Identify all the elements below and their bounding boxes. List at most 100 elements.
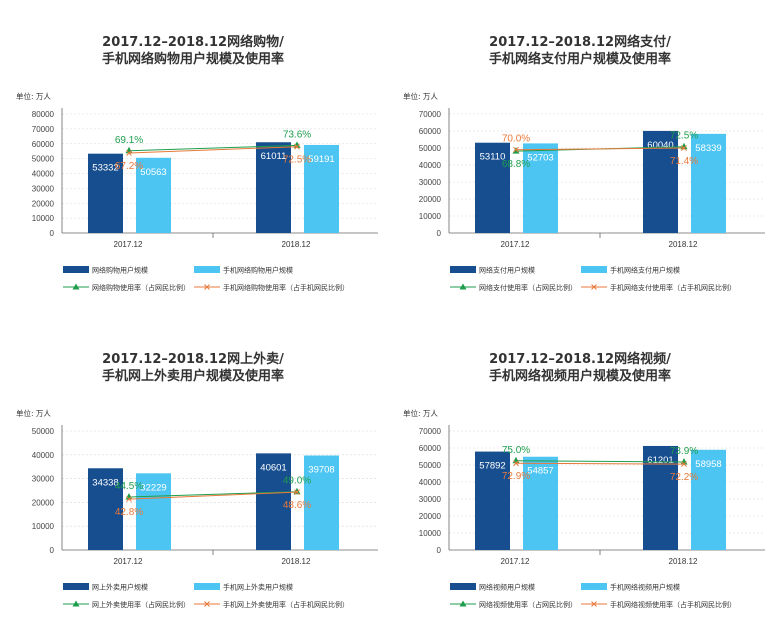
bar-value-label: 39708 (308, 464, 334, 475)
rate-line (128, 491, 298, 498)
legend-cross-marker (591, 601, 597, 607)
legend-swatch (63, 583, 89, 590)
bar-value-label: 53110 (480, 152, 506, 163)
legend-swatch (581, 266, 607, 273)
x-tick-label: 2018.12 (282, 240, 311, 249)
chart-panel-online-payment: 2017.12–2018.12网络支付/手机网络支付用户规模及使用率 单位: 万人… (387, 0, 774, 317)
chart-title-line1: 2017.12–2018.12网上外卖/ (102, 351, 284, 367)
bar-value-label: 34338 (92, 477, 118, 488)
legend-swatch (450, 266, 476, 273)
rate-value-label: 69.1% (115, 135, 143, 146)
y-tick-label: 30000 (32, 184, 55, 193)
legend-label: 网络支付用户规模 (479, 266, 535, 275)
chart-title-line2: 手机网络支付用户规模及使用率 (489, 51, 671, 67)
legend-triangle-marker (72, 283, 80, 290)
bar-value-label: 59191 (308, 154, 334, 165)
bar-value-label: 50563 (140, 167, 166, 178)
rate-value-label: 72.5% (283, 155, 311, 166)
rate-marker-cross (513, 146, 519, 153)
y-tick-label: 20000 (32, 199, 55, 208)
rate-value-label: 49.0% (283, 476, 311, 487)
bar (256, 453, 291, 550)
legend-swatch (194, 266, 220, 273)
bar (304, 144, 339, 233)
chart-title-line2: 手机网络视频用户规模及使用率 (489, 368, 671, 384)
chart-title-line1: 2017.12–2018.12网络视频/ (489, 351, 671, 367)
bar (523, 143, 558, 233)
rate-value-label: 68.8% (502, 159, 530, 170)
y-tick-label: 50000 (419, 461, 442, 470)
chart-title-line1: 2017.12–2018.12网络购物/ (102, 34, 284, 50)
rate-marker-cross (681, 145, 687, 151)
rate-marker-cross (126, 150, 132, 156)
legend-label: 手机网络视频用户规模 (610, 583, 680, 592)
bar (523, 456, 558, 550)
rate-value-label: 67.2% (115, 161, 143, 172)
bar-value-label: 58958 (695, 459, 721, 470)
y-tick-label: 0 (437, 229, 442, 238)
rate-marker-triangle (293, 487, 301, 495)
legend-label: 网上外卖用户规模 (92, 583, 148, 592)
rate-value-label: 72.5% (670, 131, 698, 142)
bar (88, 468, 123, 550)
x-tick-label: 2017.12 (501, 557, 530, 566)
y-tick-label: 20000 (419, 195, 442, 204)
legend-swatch (194, 583, 220, 590)
rate-marker-triangle (512, 456, 520, 464)
bar (136, 157, 171, 233)
legend-label: 手机网络购物使用率（占手机网民比例） (223, 283, 349, 292)
legend-label: 手机网络视频使用率（占手机网民比例） (610, 600, 736, 609)
chart-panel-online-shopping: 2017.12–2018.12网络购物/手机网络购物用户规模及使用率单位: 万人… (0, 0, 387, 317)
x-tick-label: 2017.12 (114, 557, 143, 566)
y-tick-label: 40000 (32, 451, 55, 460)
y-tick-label: 10000 (419, 212, 442, 221)
y-tick-label: 0 (50, 229, 55, 238)
bar (475, 451, 510, 550)
rate-value-label: 75.0% (502, 445, 530, 456)
bar-value-label: 53332 (92, 163, 118, 174)
legend-cross-marker (204, 284, 210, 290)
x-tick-label: 2018.12 (282, 557, 311, 566)
y-tick-label: 30000 (419, 495, 442, 504)
y-tick-label: 50000 (419, 144, 442, 153)
rate-value-label: 72.2% (670, 472, 698, 483)
legend-cross-marker (591, 284, 597, 290)
bar-value-label: 40601 (260, 462, 286, 473)
y-tick-label: 50000 (32, 427, 55, 436)
legend-triangle-marker (459, 600, 467, 607)
chart-panel-online-video: 2017.12–2018.12网络视频/手机网络视频用户规模及使用率 单位: 万人… (387, 317, 774, 634)
legend-label: 网络视频用户规模 (479, 583, 535, 592)
chart-title-line2: 手机网络购物用户规模及使用率 (102, 51, 284, 67)
y-tick-label: 20000 (419, 512, 442, 521)
legend-triangle-marker (459, 283, 467, 290)
legend-label: 手机网络支付用户规模 (610, 266, 680, 275)
bar (304, 455, 339, 550)
y-tick-label: 30000 (32, 475, 55, 484)
x-tick-label: 2017.12 (114, 240, 143, 249)
bar-value-label: 57892 (479, 461, 505, 472)
y-tick-label: 10000 (32, 214, 55, 223)
unit-label: 单位: 万人 (16, 91, 51, 101)
bar (643, 445, 678, 550)
legend-label: 手机网络购物用户规模 (223, 266, 293, 275)
legend-swatch (581, 583, 607, 590)
rate-value-label: 72.9% (502, 471, 530, 482)
bar (691, 133, 726, 233)
y-tick-label: 60000 (419, 127, 442, 136)
rate-marker-triangle (125, 146, 133, 154)
bar-value-label: 60040 (647, 140, 673, 151)
bar (88, 153, 123, 233)
legend-label: 手机网上外卖用户规模 (223, 583, 293, 592)
y-tick-label: 0 (437, 546, 442, 555)
y-tick-label: 0 (50, 546, 55, 555)
rate-value-label: 70.0% (502, 134, 530, 145)
y-tick-label: 40000 (419, 478, 442, 487)
y-tick-label: 70000 (419, 110, 442, 119)
legend-label: 网络视频使用率（占网民比例） (479, 600, 577, 609)
bar (256, 142, 291, 233)
rate-marker-cross (126, 496, 132, 502)
x-tick-label: 2017.12 (501, 240, 530, 249)
